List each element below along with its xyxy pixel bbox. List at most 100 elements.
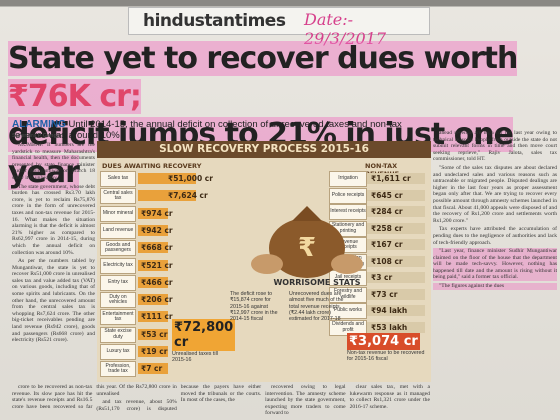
- bar: [138, 311, 168, 323]
- row-label: Forestry and wildlife: [329, 286, 367, 303]
- row-value: ₹668 cr: [141, 243, 173, 253]
- bar: [367, 272, 425, 283]
- stat-text: The deficit rose to ₹15,874 crore for 20…: [230, 291, 278, 323]
- paragraph: MUMBAI: If numbers are the yardstick to …: [12, 142, 95, 181]
- dues-row: Land revenue ₹942 cr: [100, 222, 250, 239]
- dues-row: Central sales tax ₹7,624 cr: [100, 188, 250, 205]
- stat-figure: ₹72,800 cr: [172, 319, 236, 351]
- row-value: ₹466 cr: [141, 277, 173, 287]
- row-label: Minor mineral: [100, 205, 136, 222]
- infographic-title: SLOW RECOVERY PROCESS 2015-16: [97, 141, 431, 158]
- row-value: ₹521 cr: [141, 260, 173, 270]
- row-value: ₹942 cr: [141, 225, 173, 235]
- nontax-row: Jail receipts ₹3 cr: [329, 270, 429, 286]
- row-value: ₹1,611 cr: [371, 174, 411, 183]
- row-value: ₹19 cr: [141, 347, 168, 356]
- paragraph: clear sales tax, met with a lukewarm res…: [349, 384, 430, 410]
- row-value: ₹284 cr: [371, 207, 403, 216]
- bar: [367, 321, 425, 333]
- dues-row: Entertainment tax ₹111 cr: [100, 309, 250, 326]
- nontax-row: Police receipts ₹645 cr: [329, 187, 429, 204]
- row-value: ₹3 cr: [371, 273, 393, 282]
- dues-row: Profession, trade tax ₹7 cr: [100, 361, 250, 378]
- nontax-row: Forestry and wildlife ₹73 cr: [329, 286, 429, 303]
- bar: [367, 206, 425, 217]
- body-column-left: MUMBAI: If numbers are the yardstick to …: [12, 142, 95, 382]
- stat: The deficit rose to ₹15,874 crore for 20…: [230, 291, 285, 322]
- row-value: ₹51,000 cr: [168, 174, 213, 183]
- byline: Surendra P Gangan: [12, 133, 64, 139]
- infographic: SLOW RECOVERY PROCESS 2015-16 DUES AWAIT…: [97, 141, 431, 382]
- row-value: ₹108 cr: [371, 256, 403, 266]
- nontax-row: Irrigation ₹1,611 cr: [329, 171, 429, 187]
- dues-row: Entry tax ₹466 cr: [100, 274, 250, 291]
- money-bag-illustration: ₹: [251, 206, 363, 278]
- stat-text: Non-tax revenue to be recovered for 2015…: [347, 350, 425, 363]
- stat: Unrecovered dues are almost five much of…: [289, 291, 344, 322]
- row-value: ₹645 cr: [371, 190, 403, 200]
- bar: [367, 222, 425, 234]
- bar: [138, 190, 196, 202]
- masthead-name: hindustantimes: [143, 11, 286, 31]
- stat: ₹3,074 cr Non-tax revenue to be recovere…: [347, 333, 429, 363]
- bar: [138, 328, 168, 340]
- row-label: Public works: [329, 303, 367, 319]
- headline-text: State yet to recover dues worth: [8, 41, 518, 76]
- stats-title: WORRISOME STATS: [273, 278, 361, 287]
- paragraph: Tax experts have attributed the accumula…: [433, 226, 557, 246]
- bar: [367, 255, 425, 267]
- paragraph: "Some of the sales tax disputes are abou…: [433, 164, 557, 224]
- dues-row: Luxury tax ₹19 cr: [100, 344, 250, 360]
- row-label: Duty on vehicles: [100, 292, 136, 309]
- row-label: Electricity tax: [100, 257, 136, 274]
- row-label: State excise duty: [100, 326, 136, 343]
- bar: [367, 288, 425, 300]
- dues-row: Electricity tax ₹521 cr: [100, 257, 250, 274]
- dues-list: Sales tax ₹51,000 cr Central sales tax ₹7,6…: [100, 171, 250, 381]
- handwritten-date: Date:- 29/3/2017: [304, 10, 387, 48]
- bag-neck: [292, 206, 322, 221]
- bar: [138, 363, 168, 375]
- row-label: Sales tax: [100, 171, 136, 187]
- row-label: Goods and passengers: [100, 240, 136, 257]
- row-value: ₹94 lakh: [371, 306, 408, 315]
- paragraph: recovered owing to legal intervention. T…: [265, 384, 346, 417]
- row-label: Luxury tax: [100, 344, 136, 360]
- row-label: Central sales tax: [100, 188, 136, 205]
- bar: [367, 239, 425, 250]
- headline-amount: ₹76K cr;: [8, 79, 142, 114]
- body-column-bottom: crore to be recovered as non-tax revenue…: [12, 384, 430, 420]
- row-value: ₹258 cr: [371, 223, 403, 233]
- bar: [138, 173, 196, 184]
- paragraph: "Last year, finance minister Sudhir Mung…: [433, 248, 557, 282]
- dues-row: Duty on vehicles ₹206 cr: [100, 292, 250, 309]
- bar: [138, 259, 168, 271]
- stat: ₹72,800 cr Unrealised taxes till 2015-16: [172, 319, 236, 364]
- row-value: ₹974 cr: [141, 208, 173, 218]
- bar: [138, 294, 168, 306]
- row-label: Profession, trade tax: [100, 361, 136, 378]
- hand: [331, 254, 363, 274]
- row-label: Interest receipts: [329, 204, 367, 220]
- row-label: Entry tax: [100, 274, 136, 291]
- paragraph: and tax revenue, about 50% (Rs51,170 cro…: [96, 384, 262, 412]
- bar: [138, 207, 168, 219]
- paragraph: "The figures against the dues: [433, 283, 557, 290]
- row-label: Irrigation: [329, 171, 367, 187]
- bar: [367, 189, 425, 201]
- bar: [367, 305, 425, 316]
- panel-title: DUES AWAITING RECOVERY: [102, 162, 202, 170]
- bag-symbol: ₹: [298, 233, 316, 263]
- stat-text: Unrealised taxes till 2015-16: [172, 351, 218, 364]
- row-value: ₹206 cr: [141, 295, 173, 305]
- nontax-row: Public works ₹94 lakh: [329, 303, 429, 319]
- paragraph: crore to be recovered as non-tax revenue…: [12, 384, 177, 410]
- kicker-tag: ALARMING: [12, 119, 66, 130]
- row-value: ₹7 cr: [141, 364, 163, 374]
- bar: [138, 242, 168, 254]
- row-value: ₹73 cr: [371, 289, 398, 299]
- hand: [251, 254, 283, 274]
- dues-row: Sales tax ₹51,000 cr: [100, 171, 250, 187]
- body-column-right: ahead revenue are high for the last year…: [433, 130, 557, 418]
